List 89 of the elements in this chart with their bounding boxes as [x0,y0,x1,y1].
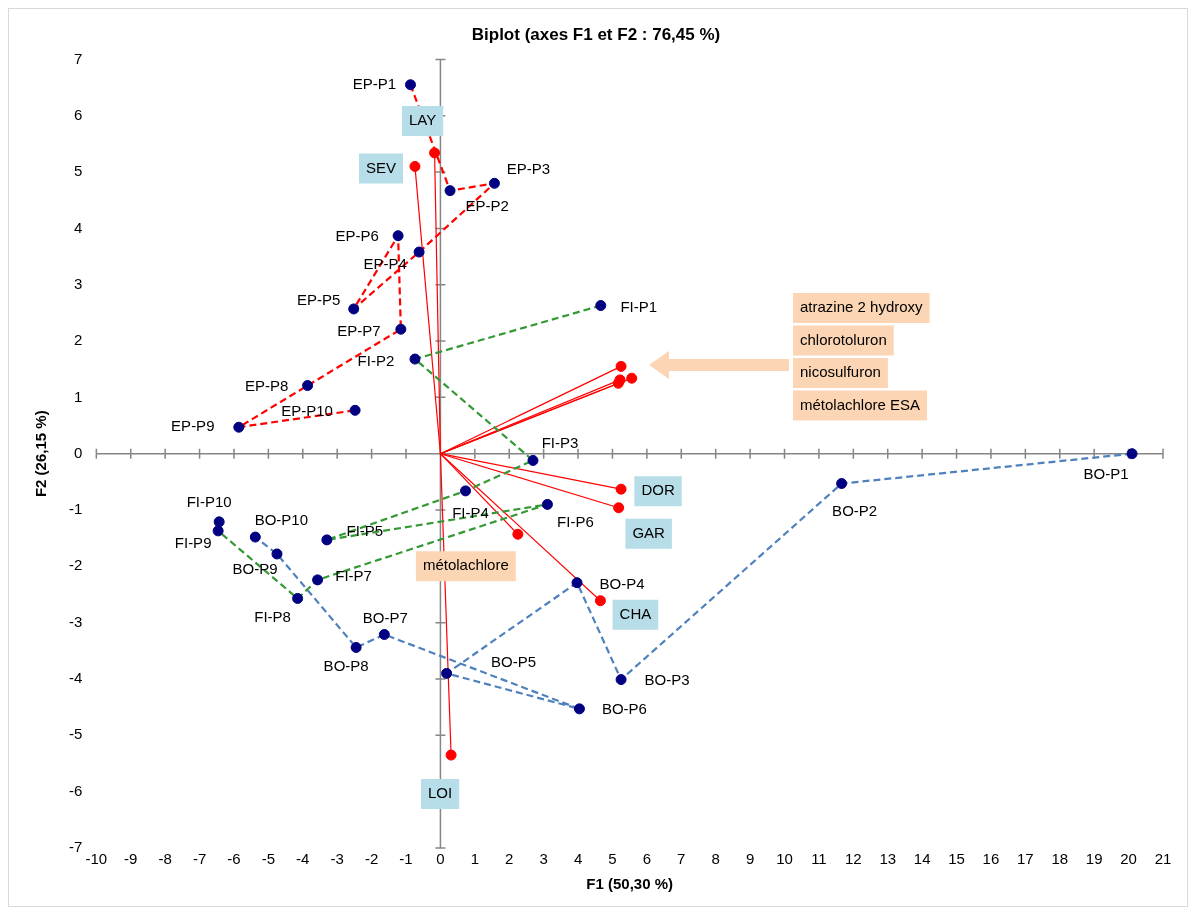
annotation: LOI [427,784,453,802]
x-tick-label: 9 [745,850,755,868]
x-tick-label: 12 [844,850,862,868]
y-tick-label: 4 [73,218,83,236]
annotation: atrazine 2 hydroxy [800,298,924,316]
x-tick-label: -9 [124,850,138,868]
x-tick-label: -3 [330,850,344,868]
y-tick-label: 6 [73,105,83,123]
x-tick-label: 8 [711,850,720,868]
annotation: EP-P7 [337,322,381,340]
annotation: FI-P2 [357,352,395,370]
annotation: GAR [632,523,666,541]
annotation: BO-P10 [254,511,308,529]
annotation: FI-P9 [174,534,212,552]
annotation: EP-P6 [335,226,379,244]
annotation: EP-P5 [297,291,341,309]
y-tick-label: -2 [68,556,83,574]
y-tick-label: -7 [68,838,83,856]
annotation: BO-P3 [644,670,690,688]
x-tick-label: 0 [436,850,445,868]
x-tick-label: -10 [85,850,108,868]
x-tick-label: 14 [913,850,931,868]
annotation: EP-P8 [244,376,289,394]
x-tick-label: 10 [776,850,793,868]
x-tick-label: -5 [261,850,276,868]
annotation: nicosulfuron [800,363,881,381]
annotation: FI-P7 [335,567,372,585]
x-tick-label: 15 [948,850,965,868]
annotation: EP-P9 [171,417,215,435]
annotation: FI-P4 [452,504,489,522]
x-axis-title: F1 (50,30 %) [586,875,674,893]
annotation: EP-P2 [465,196,509,214]
x-tick-label: 2 [505,850,514,868]
annotation: BO-P9 [232,560,278,578]
x-tick-label: 5 [608,850,617,868]
annotation: BO-P6 [601,700,647,718]
annotation: métolachlore ESA [800,395,921,413]
x-tick-label: 7 [677,850,686,868]
y-tick-label: -4 [68,669,83,687]
y-tick-label: -6 [68,781,83,799]
x-tick-label: -7 [192,850,207,868]
annotation: LAY [408,111,437,129]
x-tick-label: 16 [982,850,1000,868]
x-tick-label: 3 [539,850,548,868]
y-tick-label: 5 [73,162,83,180]
annotation: DOR [641,481,675,499]
annotation: BO-P1 [1083,464,1129,482]
annotation: FI-P1 [620,297,658,315]
annotation: FI-P8 [254,607,291,625]
annotation: FI-P3 [541,433,579,451]
y-tick-label: -3 [68,612,83,630]
y-tick-label: 7 [73,49,83,67]
annotation: EP-P10 [281,402,333,420]
y-tick-label: 1 [73,387,83,405]
x-tick-label: -1 [399,850,413,868]
x-tick-label: 17 [1017,850,1034,868]
x-tick-label: 13 [879,850,897,868]
annotation: SEV [365,158,396,176]
x-tick-label: -2 [364,850,379,868]
annotation: EP-P1 [352,74,397,92]
annotation: CHA [619,604,652,622]
annotation: BO-P5 [491,652,537,670]
annotation: BO-P4 [599,574,645,592]
x-tick-label: 4 [573,850,583,868]
x-tick-label: 18 [1051,850,1069,868]
x-tick-label: 21 [1154,850,1172,868]
annotation: BO-P2 [832,501,878,519]
x-tick-label: 11 [811,850,827,868]
annotation: FI-P6 [557,512,594,530]
y-tick-label: -1 [68,500,83,518]
annotation: métolachlore [422,556,509,574]
annotation: BO-P8 [323,656,369,674]
annotation: BO-P7 [362,608,408,626]
y-tick-label: 0 [73,443,83,461]
chart-title: Biplot (axes F1 et F2 : 76,45 %) [471,24,721,44]
x-tick-label: 1 [470,850,479,868]
annotation: FI-P10 [186,493,232,510]
x-tick-label: 19 [1085,850,1103,868]
y-tick-label: 2 [73,331,83,349]
x-tick-label: -8 [158,850,172,868]
annotation: chlorotoluron [800,330,887,348]
y-tick-label: 3 [73,274,83,292]
annotation: EP-P3 [506,160,551,178]
y-tick-label: -5 [68,725,83,743]
x-tick-label: -6 [227,850,241,868]
x-tick-label: -4 [296,850,310,868]
x-tick-label: 20 [1120,850,1137,868]
y-axis-title: F2 (26,15 %) [32,410,50,498]
x-tick-label: 6 [642,850,652,868]
